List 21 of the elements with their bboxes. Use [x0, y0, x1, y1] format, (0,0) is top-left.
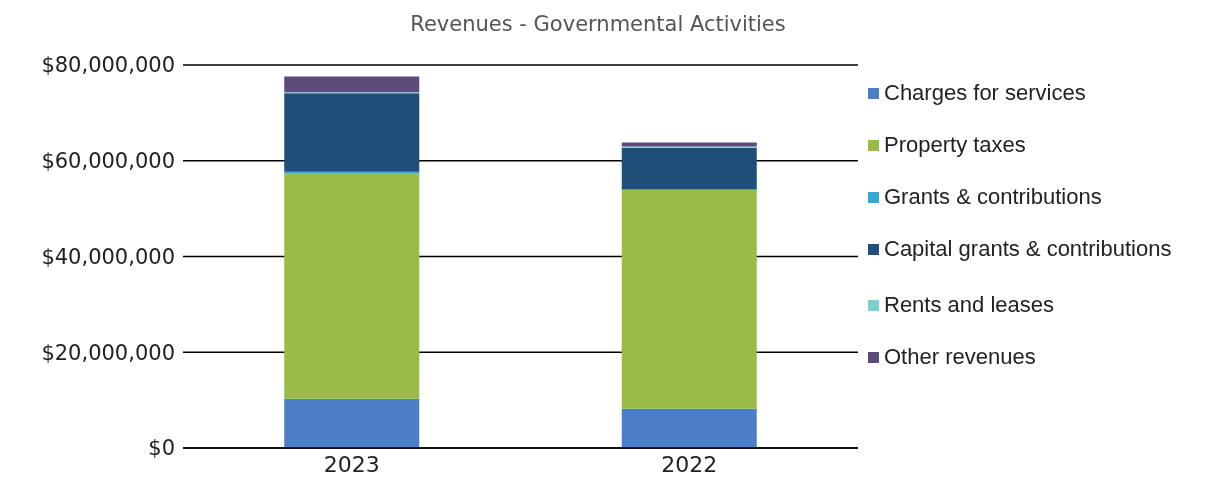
x-tick-label: 2022	[661, 451, 718, 477]
chart-title: Revenues - Governmental Activities	[409, 12, 787, 36]
x-tick-label: 2023	[323, 451, 380, 477]
bar	[621, 408, 757, 448]
bar	[621, 189, 757, 409]
y-tick-label: $0	[148, 436, 175, 461]
legend-label: Charges for services	[884, 80, 1087, 106]
legend-label: Rents and leases	[884, 292, 1055, 318]
legend-label: Other revenues	[884, 344, 1037, 370]
bar	[284, 173, 420, 399]
legend-label: Grants & contributions	[884, 184, 1103, 210]
legend-label: Capital grants & contributions	[884, 236, 1173, 262]
legend-label: Property taxes	[884, 132, 1027, 158]
bar	[284, 76, 420, 93]
y-tick-label: $40,000,000	[41, 244, 175, 269]
bar	[284, 93, 420, 172]
y-tick-label: $80,000,000	[41, 53, 175, 78]
y-tick-label: $20,000,000	[41, 340, 175, 365]
bar	[621, 147, 757, 189]
bar	[284, 398, 420, 448]
y-tick-label: $60,000,000	[41, 149, 175, 174]
